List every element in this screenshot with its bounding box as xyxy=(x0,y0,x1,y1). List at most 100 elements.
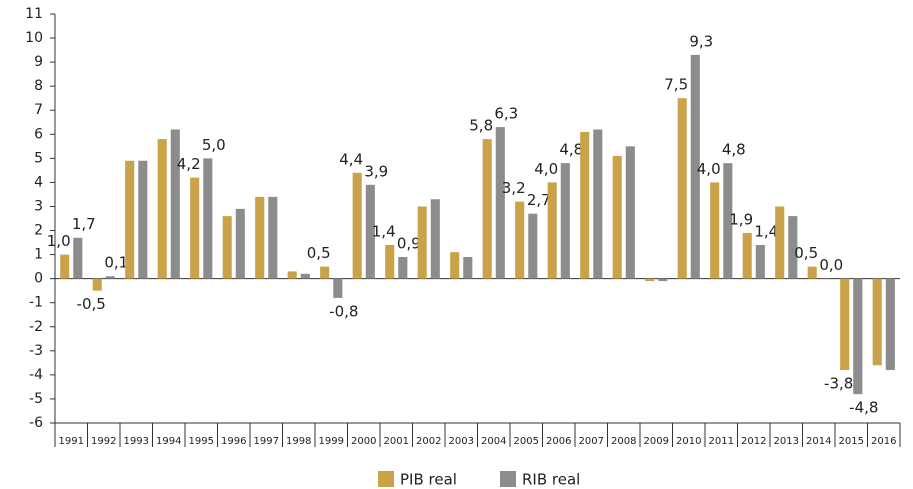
value-label: -4,8 xyxy=(849,399,878,417)
bar xyxy=(365,184,375,279)
bar xyxy=(235,208,245,279)
bar xyxy=(190,177,200,279)
bar xyxy=(287,271,297,279)
bar xyxy=(840,278,850,371)
x-tick-label: 1992 xyxy=(91,436,116,447)
bar xyxy=(105,276,115,279)
value-label: 2,7 xyxy=(527,191,551,209)
bar xyxy=(580,131,590,279)
x-tick-label: 1997 xyxy=(254,436,279,447)
x-tick-label: 2009 xyxy=(644,436,669,447)
legend-label: PIB real xyxy=(400,471,457,489)
bar xyxy=(60,254,70,279)
bar xyxy=(853,278,863,395)
value-label: 4,0 xyxy=(697,160,721,178)
y-tick-label: -5 xyxy=(29,391,43,407)
legend-swatch xyxy=(378,471,394,487)
bar xyxy=(690,54,700,279)
value-label: 0,0 xyxy=(819,256,843,274)
value-label: 0,5 xyxy=(307,244,331,262)
y-tick-label: 11 xyxy=(25,6,43,22)
bar xyxy=(547,182,557,279)
bar xyxy=(528,213,538,279)
bar xyxy=(560,163,570,279)
bar xyxy=(658,278,668,282)
legend-swatch xyxy=(500,471,516,487)
x-tick-label: 2000 xyxy=(351,436,376,447)
value-label: -0,8 xyxy=(329,302,358,320)
bar xyxy=(333,278,343,298)
bar xyxy=(352,172,362,279)
bar xyxy=(885,278,895,371)
x-tick-label: 2012 xyxy=(741,436,766,447)
bar xyxy=(203,158,213,279)
value-label: 0,1 xyxy=(104,254,128,272)
x-tick-label: 1991 xyxy=(59,436,84,447)
y-tick-label: 3 xyxy=(34,198,43,214)
x-tick-label: 2001 xyxy=(384,436,409,447)
y-tick-label: 2 xyxy=(34,223,43,239)
value-label: -0,5 xyxy=(77,295,106,313)
bar xyxy=(593,129,603,279)
value-label: 1,4 xyxy=(372,222,396,240)
bar xyxy=(482,139,492,279)
bar xyxy=(788,216,798,279)
bar xyxy=(222,216,232,279)
x-tick-label: 2007 xyxy=(579,436,604,447)
value-label: 1,9 xyxy=(729,210,753,228)
bar xyxy=(872,278,882,366)
y-tick-label: -1 xyxy=(29,295,43,311)
y-tick-label: -6 xyxy=(29,415,43,431)
value-label: 3,2 xyxy=(502,179,526,197)
value-label: 4,0 xyxy=(534,160,558,178)
value-label: 4,8 xyxy=(722,141,746,159)
bar xyxy=(417,206,427,279)
x-tick-label: 2005 xyxy=(514,436,539,447)
value-label: 4,8 xyxy=(559,141,583,159)
x-tick-label: 1995 xyxy=(189,436,214,447)
bar xyxy=(807,266,817,279)
value-label: 0,9 xyxy=(397,234,421,252)
bar xyxy=(710,182,720,279)
value-label: 9,3 xyxy=(689,32,713,50)
bar xyxy=(430,199,440,279)
bar xyxy=(645,278,655,282)
x-tick-label: 2008 xyxy=(611,436,636,447)
bar xyxy=(495,127,505,279)
value-label: 0,5 xyxy=(794,244,818,262)
bar xyxy=(73,237,83,279)
x-tick-label: 2006 xyxy=(546,436,571,447)
x-tick-label: 2014 xyxy=(806,436,831,447)
bar xyxy=(515,201,525,279)
y-tick-label: 5 xyxy=(34,150,43,166)
y-tick-label: 4 xyxy=(34,174,43,190)
y-tick-label: 0 xyxy=(34,271,43,287)
x-tick-label: 2016 xyxy=(871,436,896,447)
x-tick-label: 2002 xyxy=(416,436,441,447)
bar xyxy=(625,146,635,279)
x-tick-label: 1996 xyxy=(221,436,246,447)
y-tick-label: 8 xyxy=(34,78,43,94)
y-tick-label: -4 xyxy=(29,367,43,383)
value-label: 1,4 xyxy=(754,222,778,240)
value-label: 4,2 xyxy=(177,155,201,173)
x-tick-label: 1994 xyxy=(156,436,181,447)
bar xyxy=(138,160,148,279)
bar xyxy=(742,232,752,279)
bar xyxy=(450,252,460,279)
value-label: 5,0 xyxy=(202,136,226,154)
y-tick-label: 9 xyxy=(34,54,43,70)
bar xyxy=(320,266,330,279)
x-tick-label: 2010 xyxy=(676,436,701,447)
bar xyxy=(755,244,765,279)
bar xyxy=(170,129,180,279)
bar xyxy=(268,196,278,279)
value-label: 4,4 xyxy=(339,150,363,168)
y-tick-label: -3 xyxy=(29,343,43,359)
bar xyxy=(612,155,622,279)
y-tick-label: 7 xyxy=(34,102,43,118)
bar xyxy=(157,139,167,279)
bar xyxy=(723,163,733,279)
x-tick-label: 1999 xyxy=(319,436,344,447)
